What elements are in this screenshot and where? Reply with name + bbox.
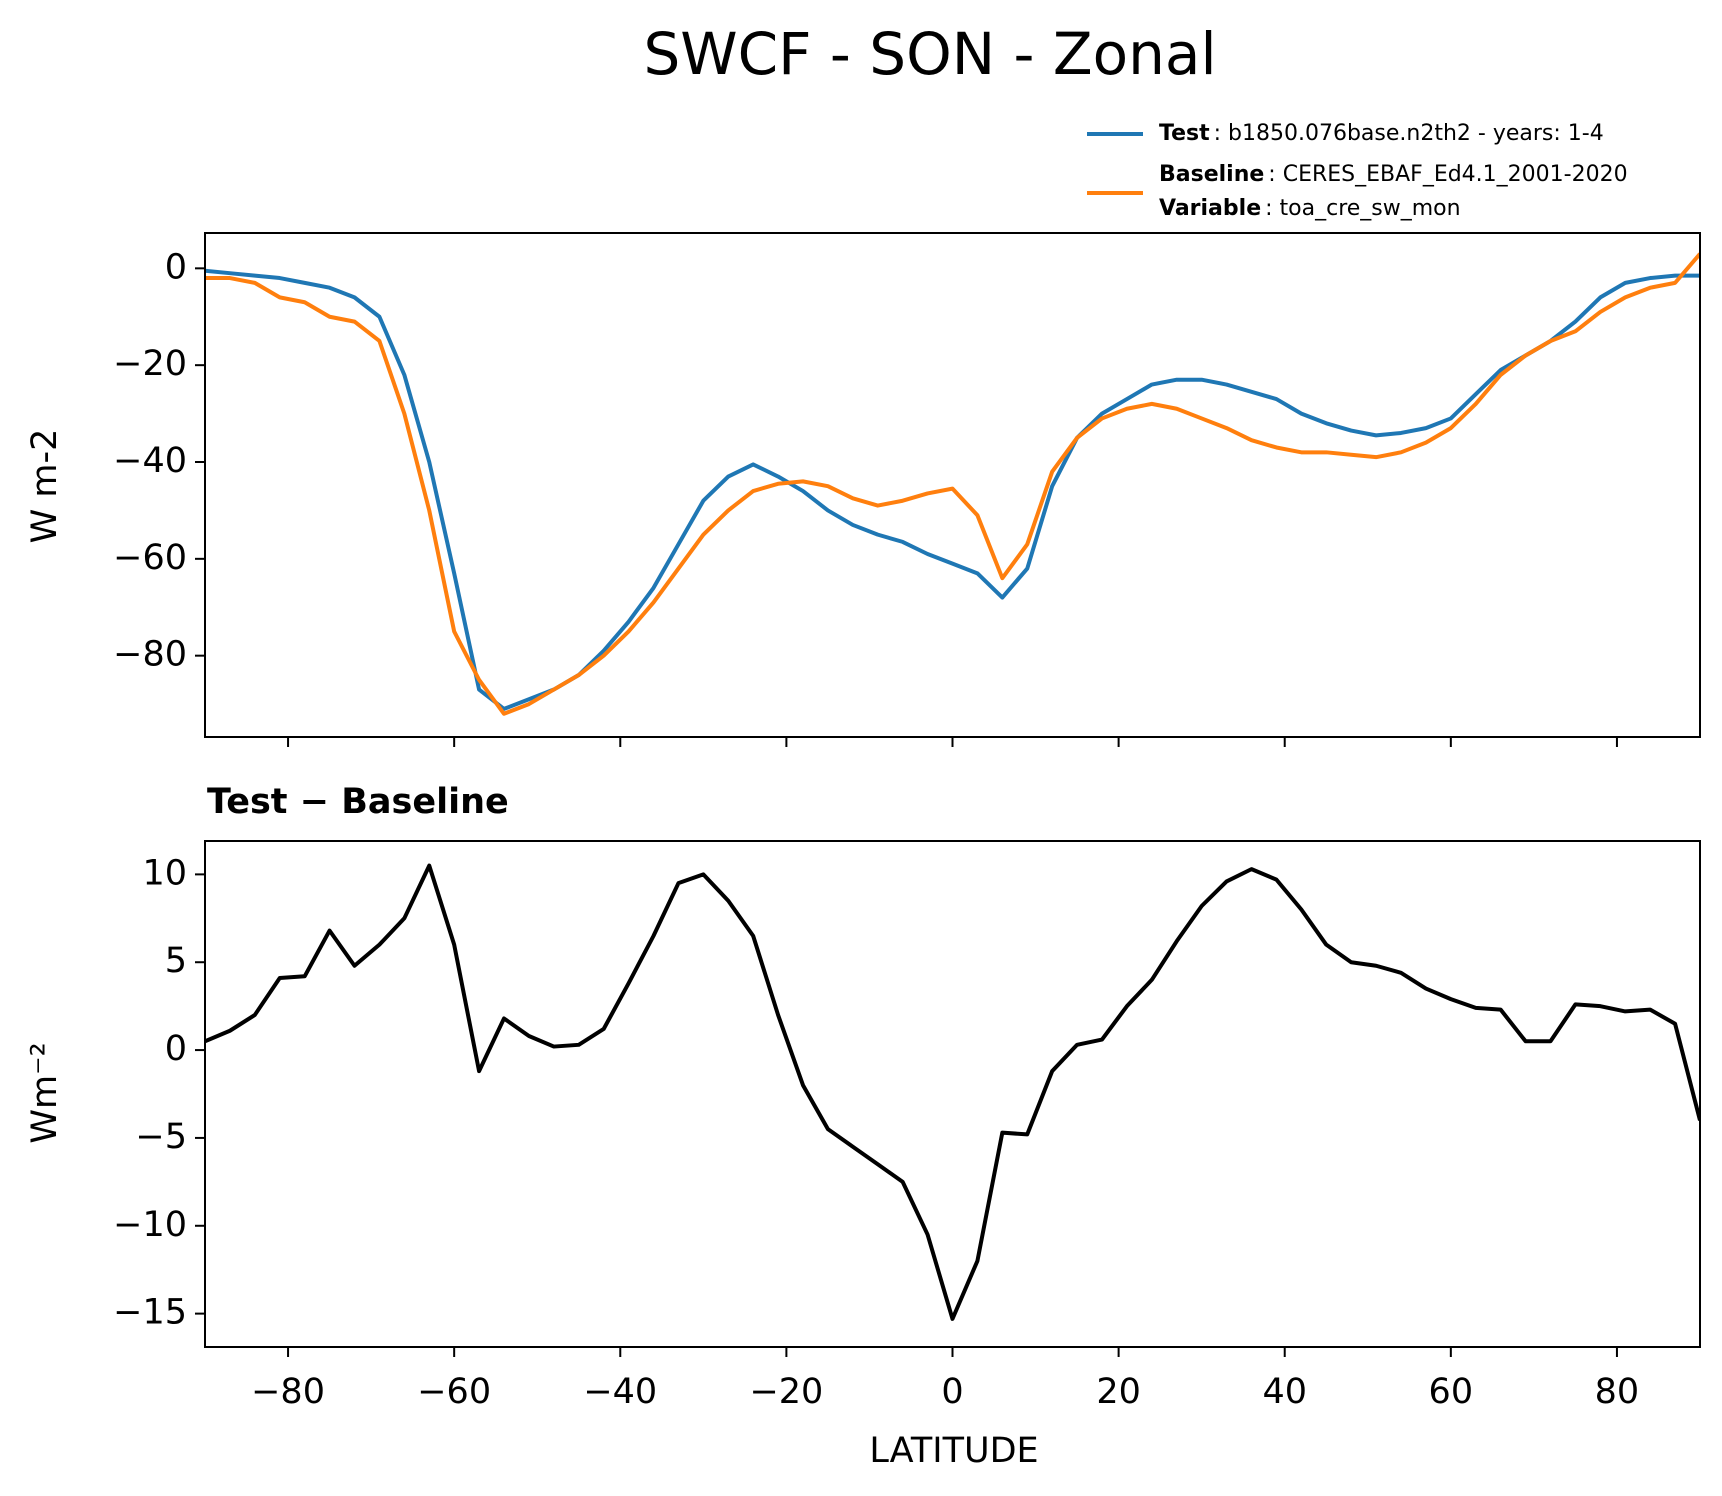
x-tick-label: 80 xyxy=(1595,1372,1640,1412)
legend: Test: b1850.076base.n2th2 - years: 1-4 B… xyxy=(1087,121,1628,221)
x-tick-label: −60 xyxy=(417,1372,491,1412)
figure-title: SWCF - SON - Zonal xyxy=(643,20,1216,88)
y-tick-label: 0 xyxy=(165,247,187,287)
x-tick-label: 0 xyxy=(941,1372,963,1412)
x-tick-label: 60 xyxy=(1429,1372,1474,1412)
y-tick-label: 0 xyxy=(165,1029,187,1069)
legend-name: Test xyxy=(1159,121,1210,146)
y-axis-label: Wm⁻² xyxy=(25,1042,65,1143)
x-axis-label: LATITUDE xyxy=(869,1431,1038,1471)
legend-desc: : CERES_EBAF_Ed4.1_2001-2020 xyxy=(1268,162,1627,187)
axes-frame xyxy=(204,840,1701,1348)
axes-frame xyxy=(204,232,1701,738)
x-tick-label: 40 xyxy=(1262,1372,1307,1412)
y-tick-label: −60 xyxy=(113,538,187,578)
series-line xyxy=(205,863,1700,1321)
y-tick-label: −5 xyxy=(135,1117,187,1157)
x-tick-label: −80 xyxy=(251,1372,325,1412)
y-tick-label: 10 xyxy=(142,853,187,893)
y-tick-label: −80 xyxy=(113,635,187,675)
x-tick-label: 20 xyxy=(1096,1372,1141,1412)
series-line xyxy=(205,268,1700,711)
y-axis-label: W m-2 xyxy=(25,429,65,544)
y-tick-label: −20 xyxy=(113,344,187,384)
legend-entry: Test: b1850.076base.n2th2 - years: 1-4 xyxy=(1159,121,1604,146)
panel-title: Test − Baseline xyxy=(207,782,509,822)
legend-desc: : b1850.076base.n2th2 - years: 1-4 xyxy=(1214,121,1604,146)
y-tick-label: −40 xyxy=(113,441,187,481)
y-tick-label: −15 xyxy=(113,1293,187,1333)
legend-entry: Variable: toa_cre_sw_mon xyxy=(1159,196,1461,221)
legend-entry: Baseline: CERES_EBAF_Ed4.1_2001-2020 xyxy=(1159,162,1628,187)
legend-desc: : toa_cre_sw_mon xyxy=(1265,196,1460,221)
y-tick-label: −10 xyxy=(113,1205,187,1245)
y-tick-label: 5 xyxy=(165,941,187,981)
x-tick-label: −40 xyxy=(583,1372,657,1412)
legend-name: Baseline xyxy=(1159,162,1264,187)
legend-name: Variable xyxy=(1159,196,1261,221)
x-tick-label: −20 xyxy=(749,1372,823,1412)
series-line xyxy=(205,252,1700,716)
